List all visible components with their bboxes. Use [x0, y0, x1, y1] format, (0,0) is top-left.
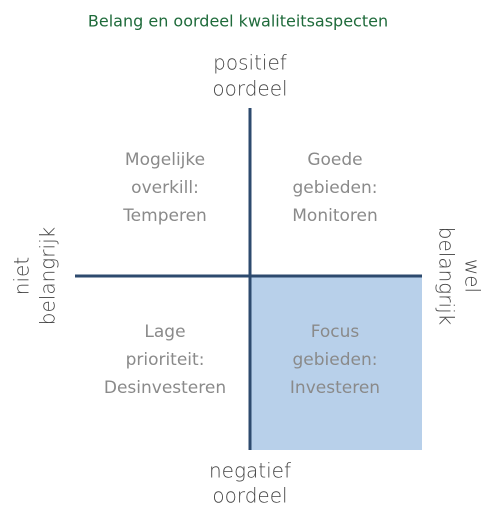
quadrant-text: overkill:: [131, 178, 199, 198]
axis-label: niet: [10, 257, 34, 295]
right-label: wel belangrijk: [435, 227, 485, 325]
quadrant-text: Mogelijke: [125, 150, 205, 170]
quadrant-text: Monitoren: [292, 206, 377, 226]
axis-label: wel: [461, 259, 485, 293]
quadrant-text: Desinvesteren: [104, 378, 226, 398]
left-label: niet belangrijk: [10, 227, 60, 325]
quadrant-text: gebieden:: [293, 178, 378, 198]
axis-label: belangrijk: [435, 227, 459, 325]
quadrant-text: Temperen: [122, 206, 207, 226]
quadrant-text: Investeren: [290, 378, 380, 398]
axis-label: oordeel: [212, 77, 287, 101]
quadrant-text: gebieden:: [293, 350, 378, 370]
quadrant-text: Lage: [144, 322, 185, 342]
axis-label: belangrijk: [36, 227, 60, 325]
axis-label: positief: [213, 51, 287, 75]
quadrant-text: prioriteit:: [126, 350, 205, 370]
focus-quadrant: [250, 276, 422, 450]
axis-label: negatief: [209, 459, 291, 483]
axis-label: oordeel: [212, 484, 287, 508]
quadrant-text: Goede: [307, 150, 362, 170]
quadrant-text: Focus: [311, 322, 360, 342]
title: Belang en oordeel kwaliteitsaspecten: [88, 12, 388, 31]
